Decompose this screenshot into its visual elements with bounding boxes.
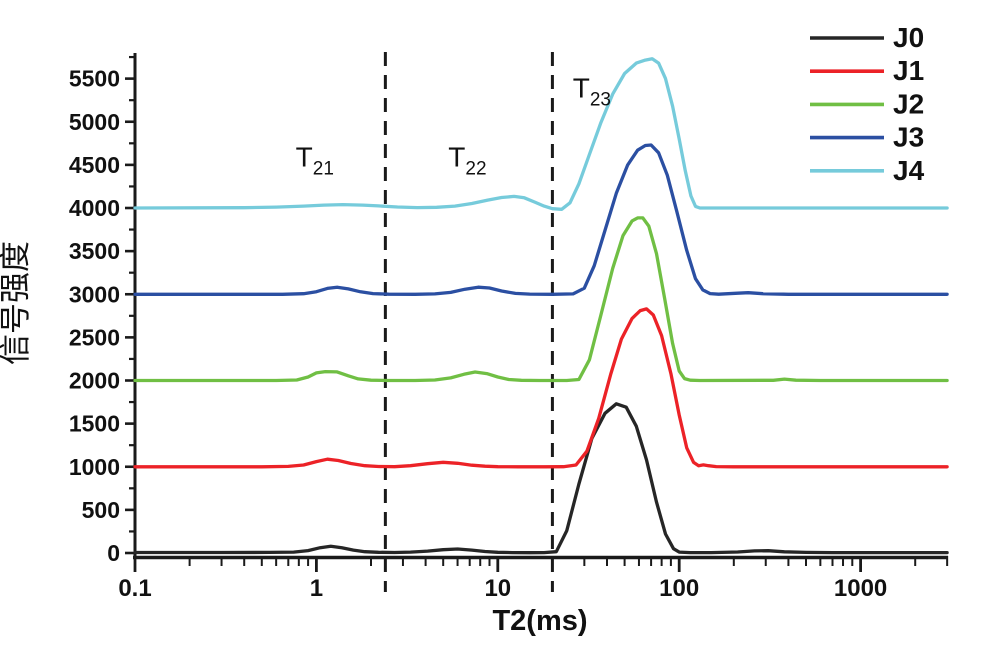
y-tick-label: 1500 (69, 411, 120, 437)
legend-item-J1: J1 (810, 55, 924, 86)
x-tick-label: 10 (484, 575, 511, 602)
y-axis-ticks: 0 500 1000 1500 2000 2500 3000 3500 4000 4500 5000… (69, 55, 135, 566)
x-tick-label: 0.1 (118, 575, 151, 602)
legend-label-J2: J2 (893, 88, 924, 119)
legend-item-J2: J2 (810, 88, 924, 119)
annotation-T22: T22 (448, 142, 486, 180)
y-tick-label: 3000 (69, 281, 120, 307)
y-tick-label: 500 (82, 497, 120, 523)
annotation-T21: T21 (296, 142, 334, 180)
y-tick-label: 5500 (69, 66, 120, 92)
x-tick-label: 100 (659, 575, 699, 602)
legend-label-J4: J4 (893, 155, 925, 186)
y-tick-label: 2000 (69, 368, 120, 394)
legend-label-J0: J0 (893, 22, 924, 53)
legend-item-J0: J0 (810, 22, 924, 53)
legend-label-J1: J1 (893, 55, 924, 86)
legend-item-J4: J4 (810, 155, 925, 186)
legend-item-J3: J3 (810, 122, 924, 153)
series-curve-J4 (133, 57, 949, 211)
x-tick-label: 1000 (834, 575, 887, 602)
annotation-T23: T23 (573, 73, 611, 111)
series-curve-J1 (133, 307, 949, 469)
y-tick-label: 4500 (69, 152, 120, 178)
y-tick-label: 5000 (69, 109, 120, 135)
y-tick-label: 1000 (69, 454, 120, 480)
series-curve-J2 (133, 216, 949, 383)
y-tick-label: 3500 (69, 238, 120, 264)
y-tick-label: 0 (107, 540, 120, 566)
x-axis-title: T2(ms) (492, 605, 587, 637)
y-tick-label: 4000 (69, 195, 120, 221)
series-curve-J3 (133, 143, 949, 296)
x-axis-ticks: 0.1 1 10 100 1000 (118, 556, 949, 602)
x-tick-label: 1 (310, 575, 323, 602)
legend-label-J3: J3 (893, 122, 924, 153)
series-curve-J0 (133, 402, 949, 555)
y-tick-label: 2500 (69, 324, 120, 350)
y-axis-title: 信号强度 (0, 241, 33, 365)
